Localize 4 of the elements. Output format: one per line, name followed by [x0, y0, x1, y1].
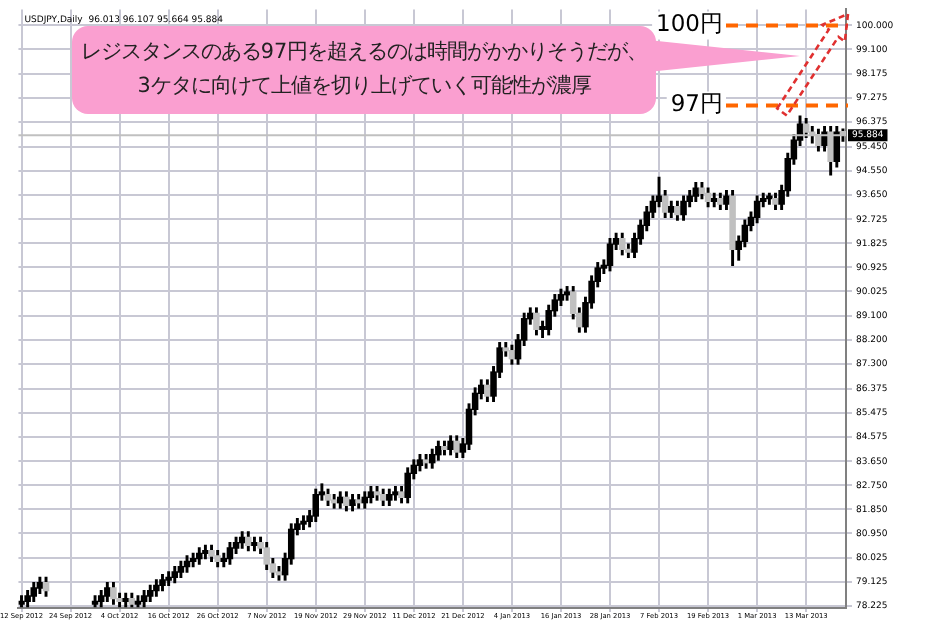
ref-line-label: 97円	[670, 89, 724, 118]
annotation: レジスタンスのある97円を超えるのは時間がかかりそうだが、	[78, 38, 650, 68]
annotation: 3ケタに向けて上値を切り上げていく可能性が濃厚	[135, 72, 593, 102]
ref-line-label: 100円	[656, 9, 724, 38]
